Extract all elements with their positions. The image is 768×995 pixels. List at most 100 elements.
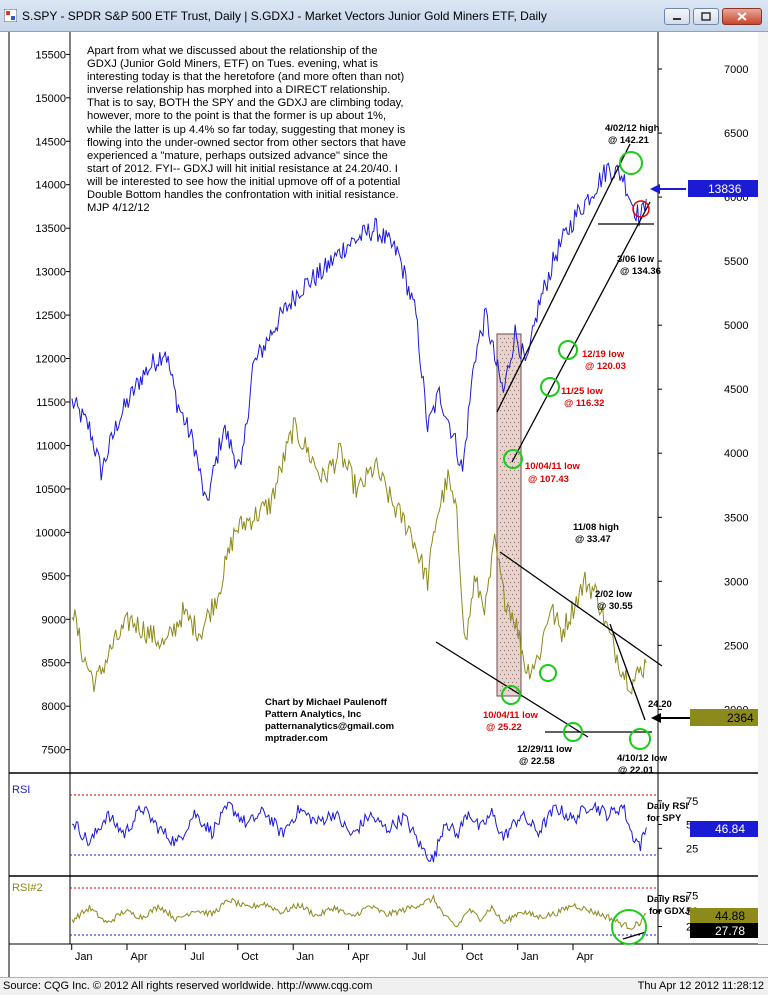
ann-12-19-low: 12/19 low <box>582 349 625 360</box>
credit-email[interactable]: patternanalytics@gmail.com <box>265 721 395 732</box>
box-dot <box>518 654 519 655</box>
right-scroll-gutter[interactable] <box>758 32 768 944</box>
box-dot <box>502 630 503 631</box>
box-dot <box>510 646 511 647</box>
box-dot <box>506 654 507 655</box>
commentary-text: Apart from what we discussed about the r… <box>87 45 407 215</box>
box-dot <box>512 482 513 483</box>
close-button[interactable] <box>722 8 762 25</box>
box-dot <box>502 446 503 447</box>
box-dot <box>504 442 505 443</box>
box-dot <box>512 594 513 595</box>
box-dot <box>516 514 517 515</box>
box-dot <box>504 482 505 483</box>
rsi2-last-value: 44.88 <box>715 909 745 923</box>
spy-tick-11: 10000 <box>35 527 66 539</box>
box-dot <box>512 410 513 411</box>
box-dot <box>518 630 519 631</box>
spy-tick-13: 9000 <box>42 614 66 626</box>
box-dot <box>512 674 513 675</box>
highlight-box-dots <box>500 338 519 691</box>
box-dot <box>512 546 513 547</box>
ann-4-10-low-value: @ 22.01 <box>618 765 654 776</box>
box-dot <box>508 658 509 659</box>
box-dot <box>502 606 503 607</box>
box-dot <box>514 590 515 591</box>
box-dot <box>500 442 501 443</box>
box-dot <box>512 490 513 491</box>
box-dot <box>500 402 501 403</box>
box-dot <box>514 670 515 671</box>
box-dot <box>512 538 513 539</box>
box-dot <box>502 494 503 495</box>
maximize-button[interactable] <box>693 8 719 25</box>
minimize-button[interactable] <box>664 8 690 25</box>
box-dot <box>500 618 501 619</box>
box-dot <box>514 374 515 375</box>
box-dot <box>516 674 517 675</box>
gdxj-tick-1: 6500 <box>724 128 748 140</box>
box-dot <box>508 394 509 395</box>
minimize-icon <box>673 18 681 20</box>
box-dot <box>512 618 513 619</box>
box-dot <box>502 662 503 663</box>
box-dot <box>518 638 519 639</box>
chart-area[interactable]: 15500 15000 14500 14000 13500 13000 12500 12000… <box>0 32 768 977</box>
box-dot <box>512 634 513 635</box>
box-dot <box>502 374 503 375</box>
spy-tick-8: 11500 <box>36 397 66 409</box>
x-tick-5: Apr <box>352 951 369 963</box>
spy-tick-0: 15500 <box>35 49 66 61</box>
box-dot <box>502 598 503 599</box>
box-dot <box>508 354 509 355</box>
box-dot <box>506 582 507 583</box>
gdxj-price-line <box>71 417 647 695</box>
box-dot <box>504 466 505 467</box>
box-dot <box>510 670 511 671</box>
app-icon <box>4 9 17 22</box>
box-dot <box>510 422 511 423</box>
box-dot <box>506 390 507 391</box>
box-dot <box>508 562 509 563</box>
box-dot <box>518 342 519 343</box>
box-dot <box>500 474 501 475</box>
box-dot <box>516 418 517 419</box>
box-dot <box>510 454 511 455</box>
box-dot <box>512 418 513 419</box>
gdxj-tick-9: 2500 <box>724 640 748 652</box>
box-dot <box>516 538 517 539</box>
box-dot <box>508 498 509 499</box>
spy-tick-1: 15000 <box>35 93 66 105</box>
box-dot <box>508 410 509 411</box>
box-dot <box>508 522 509 523</box>
box-dot <box>516 618 517 619</box>
spy-tick-15: 8000 <box>42 701 66 713</box>
rsi-gdxj-line <box>71 893 647 930</box>
box-dot <box>510 406 511 407</box>
box-dot <box>512 530 513 531</box>
box-dot <box>500 362 501 363</box>
box-dot <box>516 650 517 651</box>
status-source: Source: CQG Inc. © 2012 All rights reser… <box>3 980 373 992</box>
box-dot <box>514 542 515 543</box>
box-dot <box>502 470 503 471</box>
box-dot <box>512 466 513 467</box>
box-dot <box>510 574 511 575</box>
box-dot <box>516 362 517 363</box>
credit-website[interactable]: mptrader.com <box>265 733 328 744</box>
box-dot <box>518 446 519 447</box>
ann-11-08-high: 11/08 high <box>573 522 619 533</box>
box-dot <box>502 462 503 463</box>
box-dot <box>500 626 501 627</box>
box-dot <box>518 670 519 671</box>
box-dot <box>508 618 509 619</box>
box-dot <box>514 534 515 535</box>
window-titlebar[interactable]: S.SPY - SPDR S&P 500 ETF Trust, Daily | … <box>0 0 768 32</box>
x-tick-6: Jul <box>412 951 426 963</box>
box-dot <box>518 606 519 607</box>
box-dot <box>510 598 511 599</box>
box-dot <box>500 354 501 355</box>
box-dot <box>508 554 509 555</box>
box-dot <box>506 406 507 407</box>
box-dot <box>514 566 515 567</box>
